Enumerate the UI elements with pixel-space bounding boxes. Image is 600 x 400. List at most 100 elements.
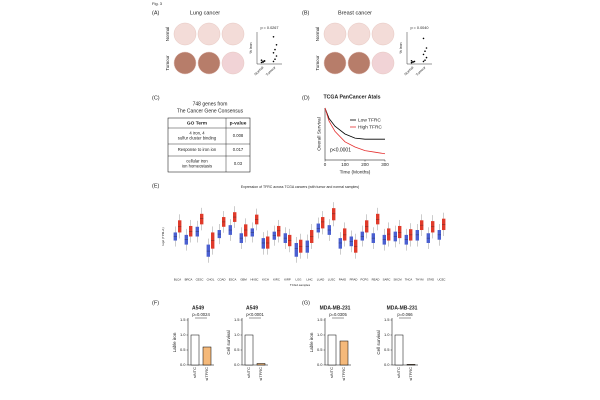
p-value: p<0.0001 (246, 312, 264, 317)
box (266, 236, 270, 249)
y-tick-label: 1.5 (180, 317, 186, 322)
panel-label: (D) (302, 95, 310, 101)
survival-curve (324, 107, 385, 140)
y-axis-label: % Iron (399, 43, 403, 54)
bar (256, 363, 266, 366)
y-tick-label: 1.5 (234, 317, 240, 322)
x-tick-label: CHOL (207, 278, 215, 282)
data-point (262, 61, 264, 63)
tissue-core (323, 51, 347, 75)
chart-title: Expression of TFRC across TCGA cancers (… (241, 185, 359, 189)
panel-title: Lung cancer (190, 10, 220, 16)
box (365, 220, 369, 233)
x-tick-label: siNTC (329, 367, 334, 378)
bar (394, 334, 404, 366)
data-point (424, 59, 426, 61)
legend-label: High TFRC (358, 124, 382, 130)
panel-label: (A) (152, 10, 160, 16)
data-point (260, 59, 263, 61)
x-tick-label: siNTC (246, 367, 251, 378)
x-tick-label: THYM (416, 278, 425, 282)
data-point (410, 61, 413, 64)
data-point (272, 36, 275, 38)
x-tick-label: Tumour (415, 65, 427, 77)
tissue-core (221, 51, 245, 75)
y-tick-label: 1.0 (317, 332, 323, 337)
x-tick-label: 200 (361, 162, 369, 167)
box (261, 238, 265, 249)
box (343, 228, 347, 241)
p-value: p = 0.0267 (260, 26, 278, 30)
box (294, 242, 298, 257)
x-axis-label: TCGA samples (290, 283, 311, 287)
y-tick-label: 0.0 (180, 362, 186, 367)
tissue-core (173, 51, 197, 75)
x-tick-label: KICH (262, 278, 269, 282)
row-label: Normal (165, 27, 170, 42)
table-cell: Response to iron ion (178, 147, 217, 152)
y-tick-label: 0.0 (317, 362, 323, 367)
table-border (167, 117, 251, 173)
data-point (263, 60, 266, 62)
y-axis-label: Cell survival (226, 330, 231, 354)
y-tick-label: 1.5 (384, 317, 390, 322)
data-point (425, 56, 428, 59)
box (206, 244, 210, 257)
box (415, 230, 419, 241)
bar (190, 334, 200, 366)
x-tick-label: UCEC (438, 278, 446, 282)
box (387, 228, 391, 241)
table-cell: 0.008 (233, 133, 244, 138)
x-tick-label: SKCM (393, 278, 402, 282)
x-tick-label: ESCA (229, 278, 237, 282)
box (316, 223, 320, 233)
bar (202, 346, 212, 366)
tissue-core (347, 51, 371, 75)
x-tick-label: KIRP (284, 278, 291, 282)
y-tick-label: 0.5 (180, 347, 186, 352)
x-tick-label: BRCA (185, 278, 193, 282)
x-tick-label: STAD (427, 278, 434, 282)
panel-label: (B) (302, 10, 310, 16)
data-point (272, 52, 275, 54)
tissue-core (197, 51, 221, 75)
y-tick-label: 1.5 (317, 317, 323, 322)
table-cell: 0.017 (233, 147, 244, 152)
box (277, 225, 281, 237)
tissue-core (323, 22, 347, 46)
x-tick-label: SARC (383, 278, 391, 282)
data-point (272, 60, 275, 63)
box (189, 225, 193, 237)
x-tick-label: LUAD (317, 278, 324, 282)
x-tick-label: siNTC (396, 367, 401, 378)
y-tick-label: 0.5 (317, 347, 323, 352)
p-value: p<0.0001 (330, 147, 351, 153)
data-point (275, 55, 278, 57)
data-point (274, 58, 276, 60)
box (398, 225, 402, 239)
p-value: p=0.066 (397, 312, 413, 317)
bar (327, 334, 337, 366)
x-axis-label: Time (Months) (340, 169, 371, 175)
x-tick-label: LIHC (306, 278, 312, 282)
chart-title: TCGA PanCancer Atals (324, 94, 381, 100)
p-value: p=0.0024 (192, 312, 210, 317)
plot-title: MDA-MB-231 (320, 305, 351, 311)
data-point (413, 60, 416, 63)
x-tick-label: COAD (217, 278, 225, 282)
p-value: p = 0.0040 (410, 26, 428, 30)
x-tick-label: Normal (404, 65, 415, 76)
box (305, 240, 309, 253)
bar (339, 340, 349, 366)
y-axis-label: Lable iron (309, 332, 314, 352)
figure-label: Fig. 3 (152, 1, 163, 6)
tissue-core (371, 51, 395, 75)
heading: 748 genes from (193, 101, 228, 107)
table-header: p-value (230, 120, 247, 126)
x-tick-label: Normal (254, 65, 265, 76)
panel-label: (C) (152, 95, 160, 101)
data-point (422, 53, 425, 56)
plot-title: MDA-MB-231 (387, 305, 418, 311)
y-tick-label: 1.0 (384, 332, 390, 337)
